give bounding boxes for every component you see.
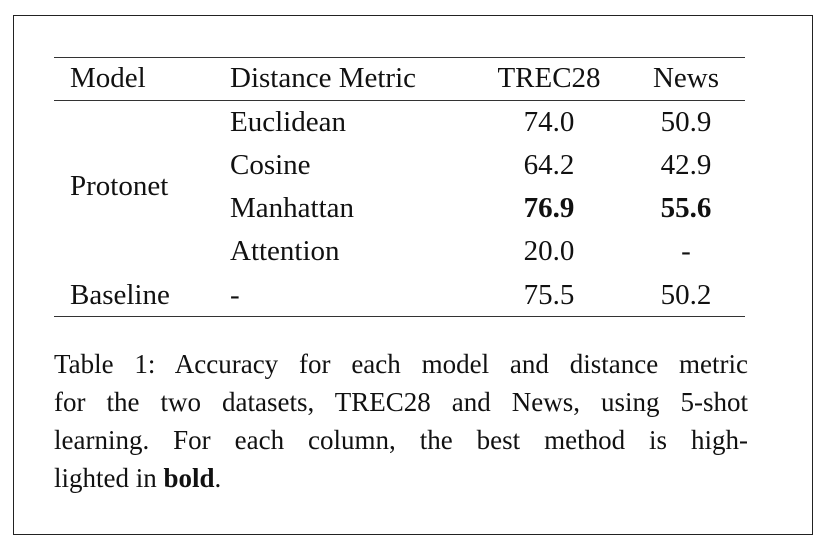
header-distance-metric: Distance Metric	[230, 62, 417, 94]
metric-attention: Attention	[230, 235, 340, 267]
news-cosine: 42.9	[660, 149, 712, 181]
caption-line-3: learning. For each column, the best meth…	[54, 425, 748, 455]
news-manhattan: 55.6	[660, 192, 712, 224]
caption-line-4: lighted in bold.	[54, 459, 748, 497]
trec28-euclidean: 74.0	[523, 106, 575, 138]
news-euclidean: 50.9	[660, 106, 712, 138]
trec28-attention: 20.0	[523, 235, 575, 267]
model-protonet: Protonet	[70, 170, 169, 202]
caption-line-2: for the two datasets, TREC28 and News, u…	[54, 387, 748, 417]
trec28-manhattan: 76.9	[523, 192, 575, 224]
metric-euclidean: Euclidean	[230, 106, 346, 138]
metric-baseline: -	[230, 279, 240, 311]
table-bottom-rule	[54, 316, 745, 317]
caption-line-1: Table 1: Accuracy for each model and dis…	[54, 349, 748, 379]
table-header-rule	[54, 100, 745, 101]
caption-line-4-suffix: .	[214, 463, 222, 493]
metric-manhattan: Manhattan	[230, 192, 355, 224]
news-attention: -	[681, 235, 691, 267]
header-news: News	[652, 62, 720, 94]
figure-frame	[13, 15, 813, 535]
table-caption: Table 1: Accuracy for each model and dis…	[54, 345, 748, 497]
caption-line-4-prefix: lighted in	[54, 463, 164, 493]
model-baseline: Baseline	[70, 279, 170, 311]
header-model: Model	[70, 62, 146, 94]
caption-bold-word: bold	[163, 463, 215, 493]
header-trec28: TREC28	[497, 62, 601, 94]
table-top-rule	[54, 57, 745, 58]
metric-cosine: Cosine	[230, 149, 311, 181]
trec28-cosine: 64.2	[523, 149, 575, 181]
news-baseline: 50.2	[660, 279, 712, 311]
trec28-baseline: 75.5	[523, 279, 575, 311]
